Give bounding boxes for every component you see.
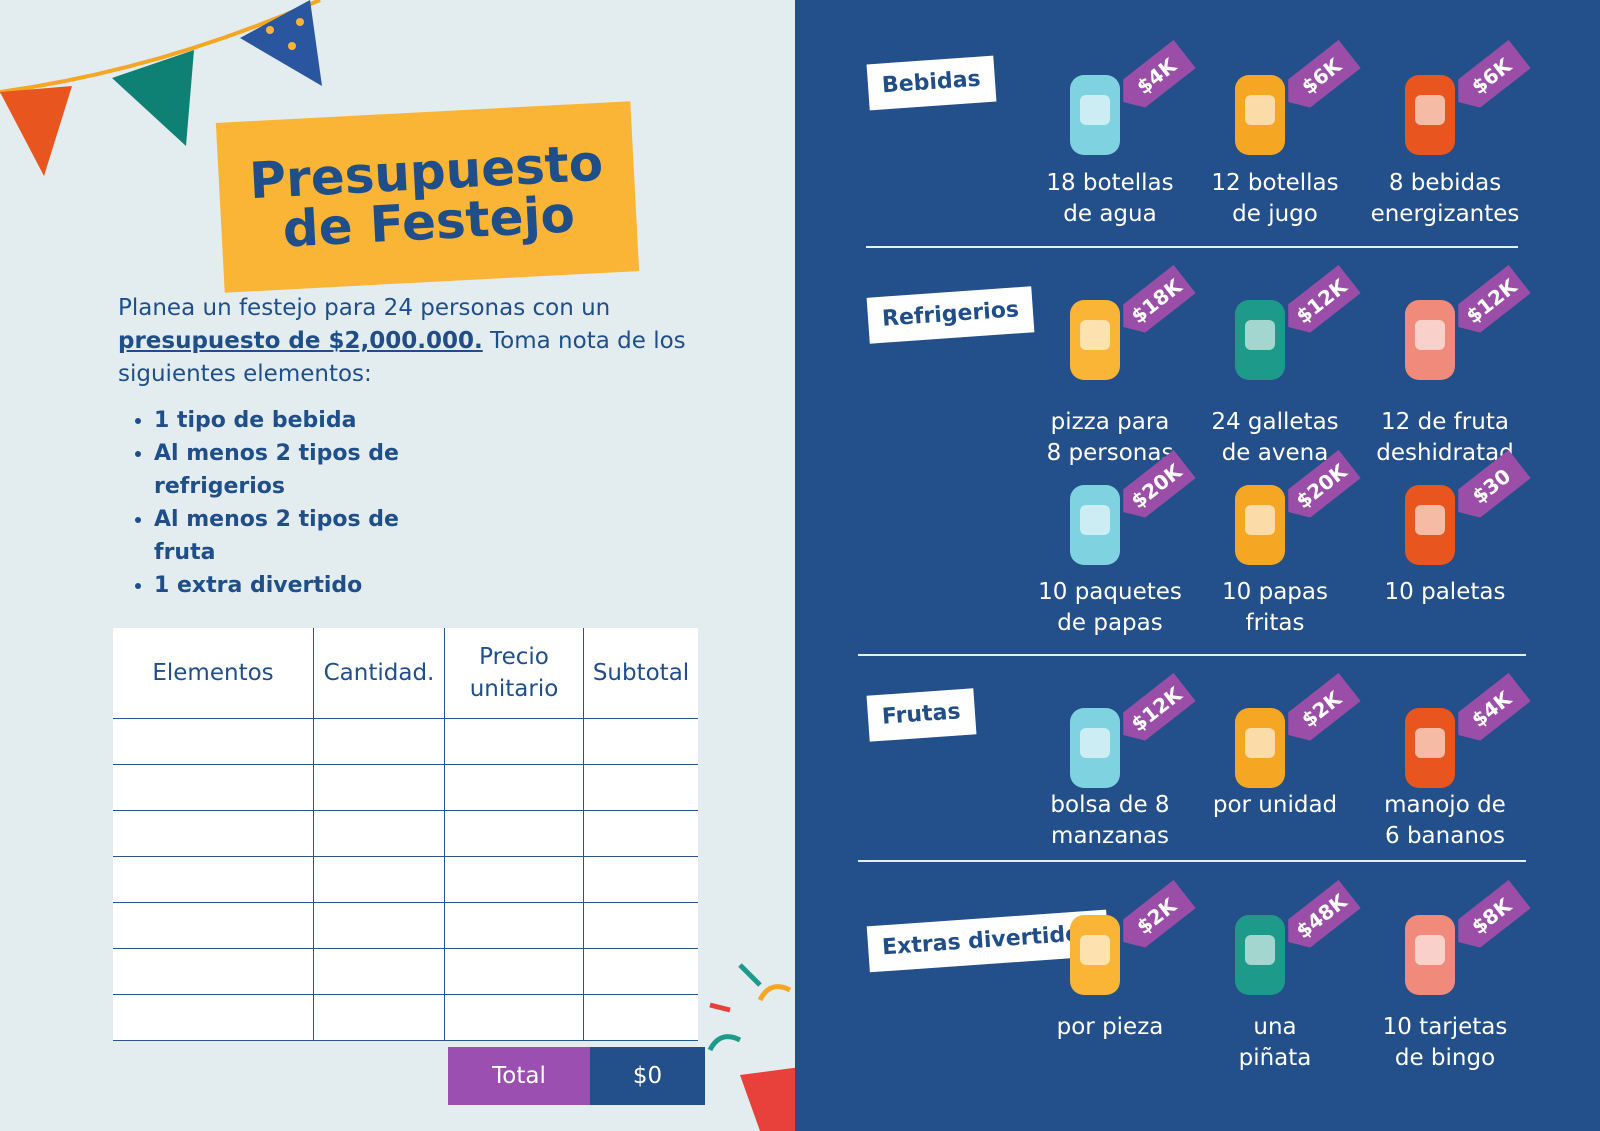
divider bbox=[858, 654, 1526, 656]
item-label: manzanas bbox=[1051, 823, 1169, 849]
intro-text: Toma nota de los siguientes elementos: bbox=[118, 328, 686, 387]
title-box: Presupuesto de Festejo bbox=[215, 101, 640, 293]
item-label: deshidratad bbox=[1376, 440, 1514, 466]
total-label: Total bbox=[448, 1047, 590, 1105]
item-icon bbox=[1235, 915, 1285, 995]
item-label: fritas bbox=[1245, 610, 1305, 636]
item-label: 12 de fruta bbox=[1381, 409, 1509, 435]
item-icon bbox=[1235, 708, 1285, 788]
item-label: por pieza bbox=[1056, 1014, 1164, 1040]
item-label: de agua bbox=[1063, 201, 1157, 227]
item-label: 10 papas bbox=[1222, 579, 1328, 605]
item-label: de bingo bbox=[1394, 1045, 1496, 1071]
item-icon bbox=[1405, 75, 1455, 155]
divider bbox=[866, 246, 1518, 248]
section-tag: Frutas bbox=[866, 688, 977, 742]
item-icon bbox=[1235, 75, 1285, 155]
item-label: de jugo bbox=[1232, 201, 1318, 227]
item-icon bbox=[1070, 915, 1120, 995]
item-label: 10 paquetes bbox=[1038, 579, 1182, 605]
item-label: energizantes bbox=[1370, 201, 1520, 227]
requirements: 1 tipo de bebidaAl menos 2 tipos de refr… bbox=[132, 404, 444, 602]
left-panel: Presupuesto de Festejo Planea un festejo… bbox=[0, 0, 795, 1131]
intro-highlight: presupuesto de $2,000.000. bbox=[118, 328, 483, 354]
item-icon bbox=[1405, 485, 1455, 565]
item-icon bbox=[1070, 75, 1120, 155]
requirement: 1 extra divertido bbox=[154, 569, 444, 602]
item-label: piñata bbox=[1238, 1045, 1312, 1071]
requirement: Al menos 2 tipos de refrigerios bbox=[154, 437, 444, 503]
total-value: $0 bbox=[590, 1047, 705, 1105]
item-label: 18 botellas bbox=[1046, 170, 1174, 196]
section-tag: Bebidas bbox=[866, 55, 997, 111]
decorations bbox=[0, 0, 795, 1131]
intro-text: Planea un festejo para 24 personas con u… bbox=[118, 295, 611, 321]
item-label: 12 botellas bbox=[1211, 170, 1339, 196]
item-icon bbox=[1070, 708, 1120, 788]
item-label: manojo de bbox=[1384, 792, 1506, 818]
item-icon bbox=[1070, 485, 1120, 565]
column-header: Elementos bbox=[113, 628, 314, 719]
item-label: pizza para bbox=[1050, 409, 1170, 435]
item-label: una bbox=[1253, 1014, 1297, 1040]
requirement: Al menos 2 tipos de fruta bbox=[154, 503, 444, 569]
item-label: 24 galletas bbox=[1211, 409, 1339, 435]
item-icon bbox=[1235, 300, 1285, 380]
item-label: 10 tarjetas bbox=[1382, 1014, 1508, 1040]
item-icon bbox=[1405, 300, 1455, 380]
item-label: 10 paletas bbox=[1384, 579, 1506, 605]
item-icon bbox=[1405, 708, 1455, 788]
item-label: 8 bebidas bbox=[1388, 170, 1502, 196]
column-header: Cantidad. bbox=[313, 628, 445, 719]
item-label: 6 bananos bbox=[1385, 823, 1505, 849]
column-header: Precio unitario bbox=[444, 628, 584, 719]
item-icon bbox=[1405, 915, 1455, 995]
divider bbox=[858, 860, 1526, 862]
requirement: 1 tipo de bebida bbox=[154, 404, 444, 437]
item-icon bbox=[1070, 300, 1120, 380]
column-header: Subtotal bbox=[583, 628, 698, 719]
intro: Planea un festejo para 24 personas con u… bbox=[118, 292, 688, 391]
item-icon bbox=[1235, 485, 1285, 565]
item-label: 8 personas bbox=[1046, 440, 1174, 466]
budget-table: Elementos Cantidad. Precio unitario Subtota… bbox=[113, 628, 698, 1041]
item-label: bolsa de 8 bbox=[1050, 792, 1170, 818]
item-label: por unidad bbox=[1212, 792, 1338, 818]
item-label: de avena bbox=[1221, 440, 1329, 466]
title-line: de Festejo bbox=[281, 185, 577, 259]
item-label: de papas bbox=[1057, 610, 1163, 636]
